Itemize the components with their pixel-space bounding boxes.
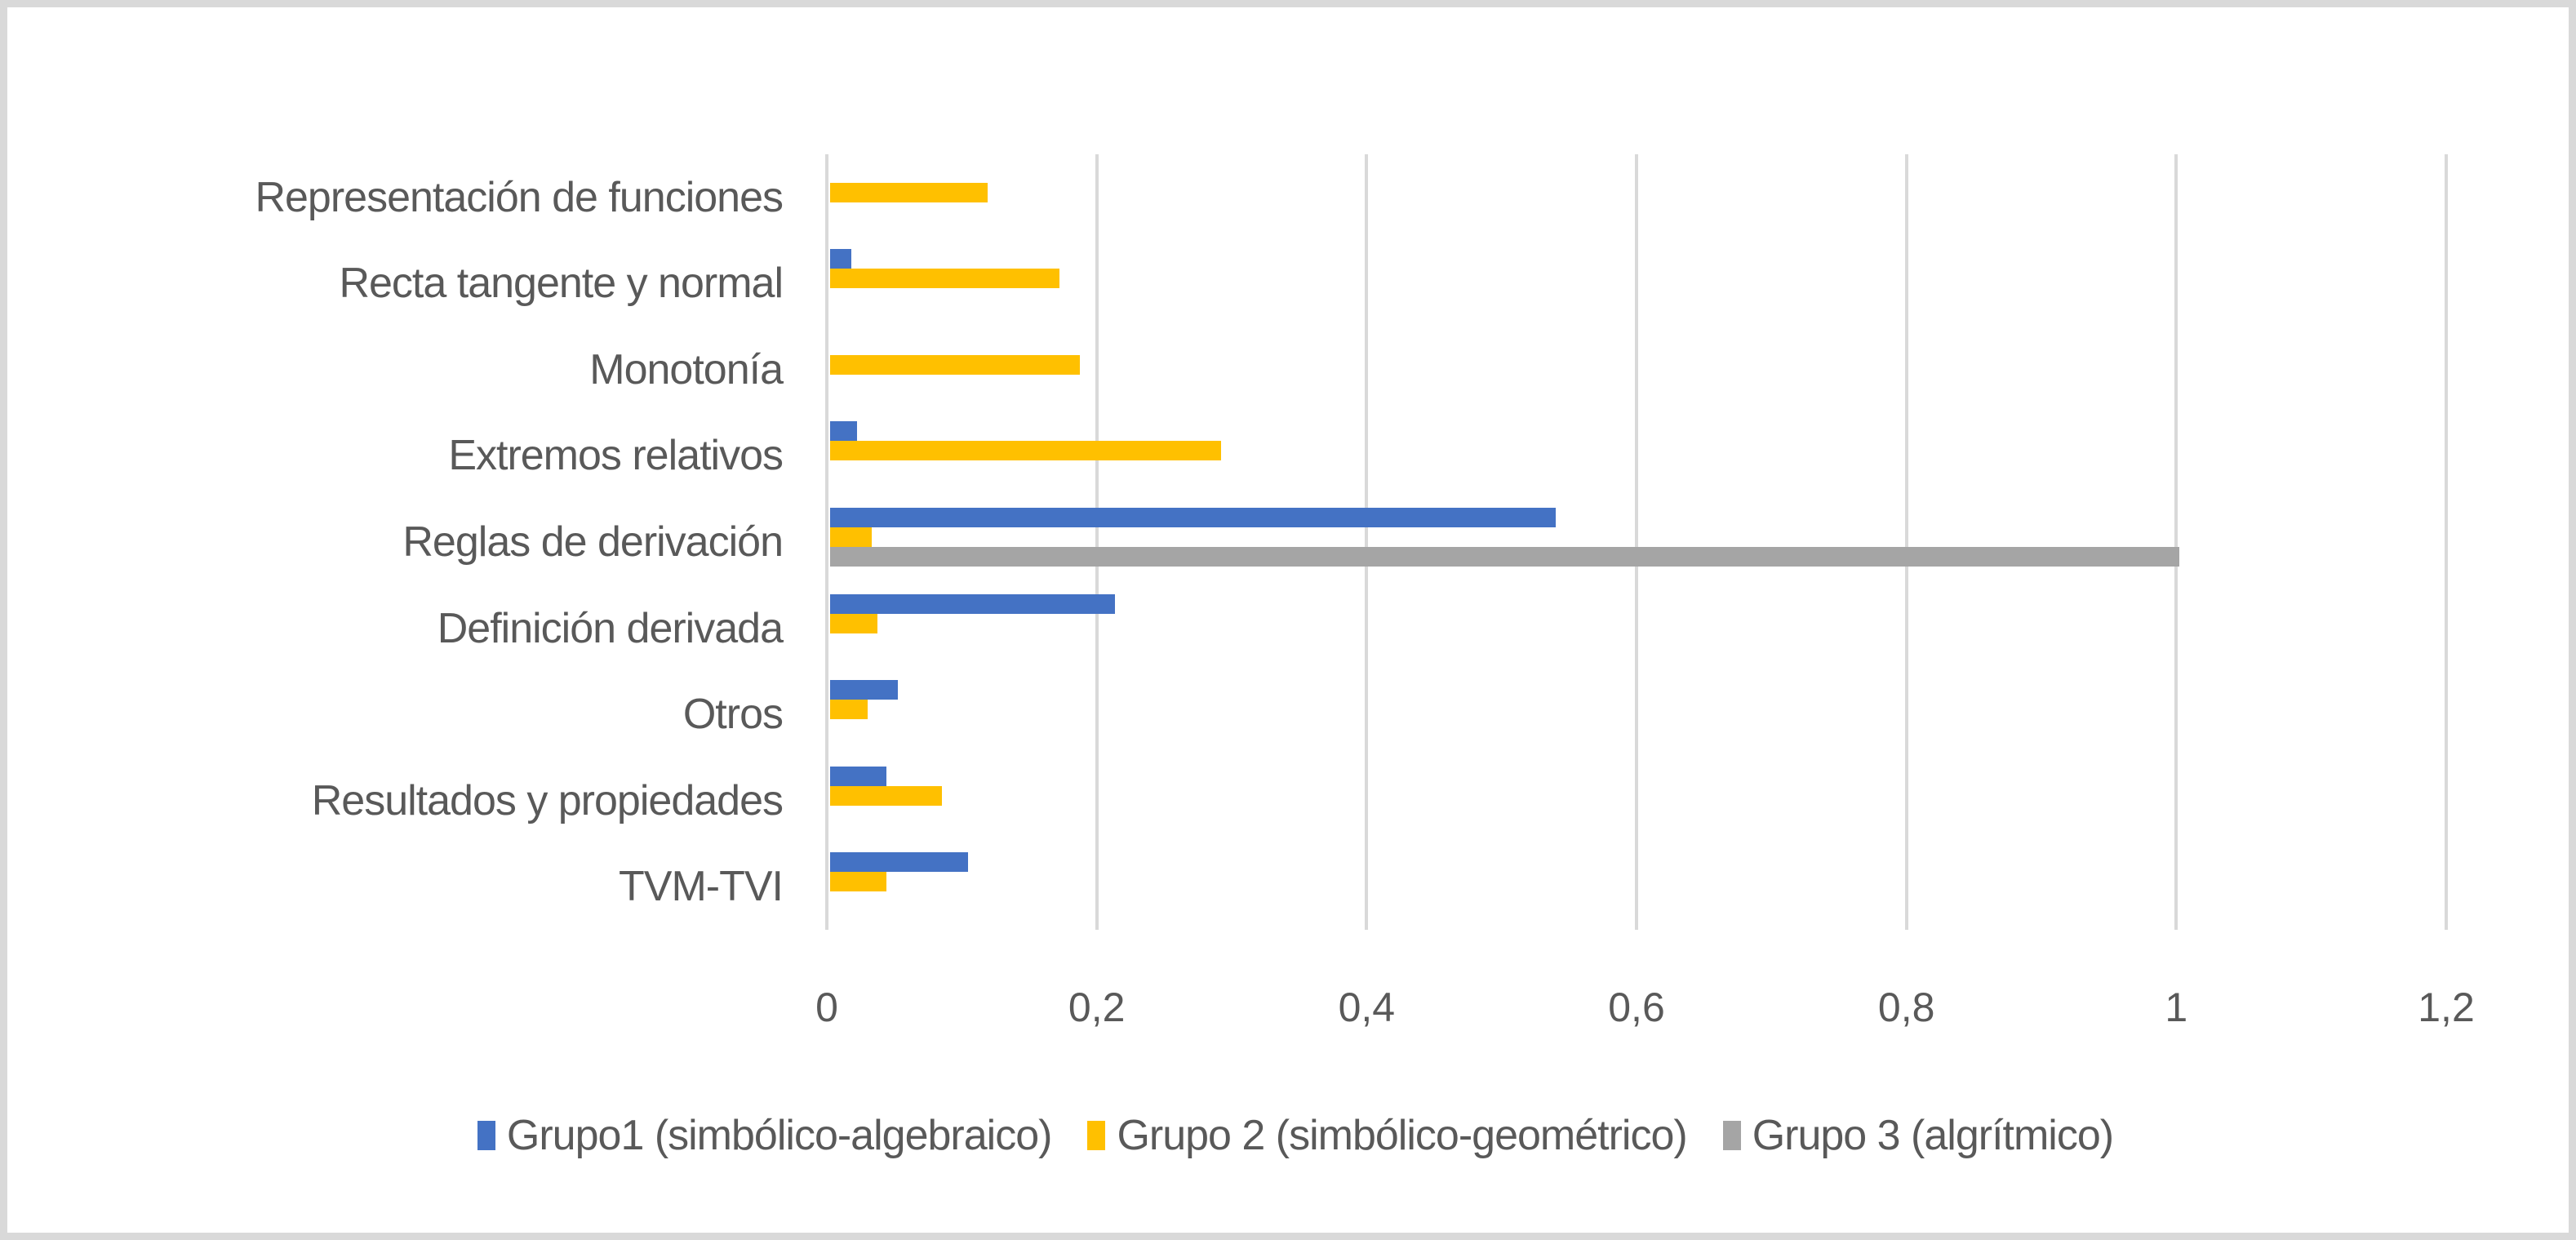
legend: Grupo1 (simbólico-algebraico) Grupo 2 (s… bbox=[7, 1111, 2576, 1160]
bar[interactable] bbox=[830, 441, 1222, 461]
bar[interactable] bbox=[830, 593, 1115, 614]
plot-area bbox=[825, 154, 2448, 930]
bar[interactable] bbox=[830, 354, 1080, 375]
bar[interactable] bbox=[830, 269, 1060, 289]
bar[interactable] bbox=[830, 508, 1557, 527]
legend-item-grupo2[interactable]: Grupo 2 (simbólico-geométrico) bbox=[1087, 1111, 1688, 1160]
legend-swatch-icon bbox=[1087, 1121, 1106, 1150]
bar[interactable] bbox=[830, 680, 898, 700]
legend-swatch-icon bbox=[1722, 1121, 1741, 1150]
bar[interactable] bbox=[830, 421, 858, 442]
category-label: Otros bbox=[682, 691, 784, 739]
bar[interactable] bbox=[830, 872, 887, 892]
gridline bbox=[825, 154, 828, 930]
legend-label: Grupo1 (simbólico-algebraico) bbox=[506, 1112, 1053, 1159]
category-label: Representación de funciones bbox=[255, 173, 784, 221]
bar[interactable] bbox=[830, 249, 852, 269]
category-label: Recta tangente y normal bbox=[339, 260, 784, 308]
legend-item-grupo3[interactable]: Grupo 3 (algrítmico) bbox=[1722, 1111, 2114, 1160]
gridline bbox=[2174, 154, 2178, 930]
x-tick-label: 1 bbox=[2165, 984, 2188, 1030]
bar[interactable] bbox=[830, 527, 873, 547]
gridline bbox=[2445, 154, 2448, 930]
category-label: TVM-TVI bbox=[619, 863, 784, 911]
x-tick-label: 0,4 bbox=[1338, 984, 1396, 1030]
bar[interactable] bbox=[830, 700, 868, 720]
legend-item-grupo1[interactable]: Grupo1 (simbólico-algebraico) bbox=[477, 1111, 1052, 1160]
legend-label: Grupo 2 (simbólico-geométrico) bbox=[1117, 1112, 1687, 1159]
bar[interactable] bbox=[830, 852, 968, 873]
category-label: Extremos relativos bbox=[448, 432, 784, 480]
category-label: Reglas de derivación bbox=[402, 518, 784, 566]
bar[interactable] bbox=[830, 766, 887, 786]
legend-swatch-icon bbox=[477, 1121, 495, 1150]
legend-label: Grupo 3 (algrítmico) bbox=[1752, 1112, 2114, 1159]
x-tick-label: 0,8 bbox=[1877, 984, 1935, 1030]
bar[interactable] bbox=[830, 547, 2180, 567]
gridline bbox=[1904, 154, 1908, 930]
bar[interactable] bbox=[830, 785, 943, 806]
x-tick-label: 0 bbox=[815, 984, 838, 1030]
category-label: Definición derivada bbox=[437, 604, 784, 652]
bar[interactable] bbox=[830, 613, 877, 633]
x-tick-label: 1,2 bbox=[2418, 984, 2475, 1030]
bar[interactable] bbox=[830, 182, 988, 202]
x-tick-label: 0,2 bbox=[1068, 984, 1126, 1030]
gridline bbox=[1365, 154, 1369, 930]
category-label: Resultados y propiedades bbox=[311, 776, 784, 824]
gridline bbox=[1095, 154, 1099, 930]
gridline bbox=[1635, 154, 1638, 930]
category-label: Monotonía bbox=[589, 345, 784, 393]
x-tick-label: 0,6 bbox=[1608, 984, 1665, 1030]
